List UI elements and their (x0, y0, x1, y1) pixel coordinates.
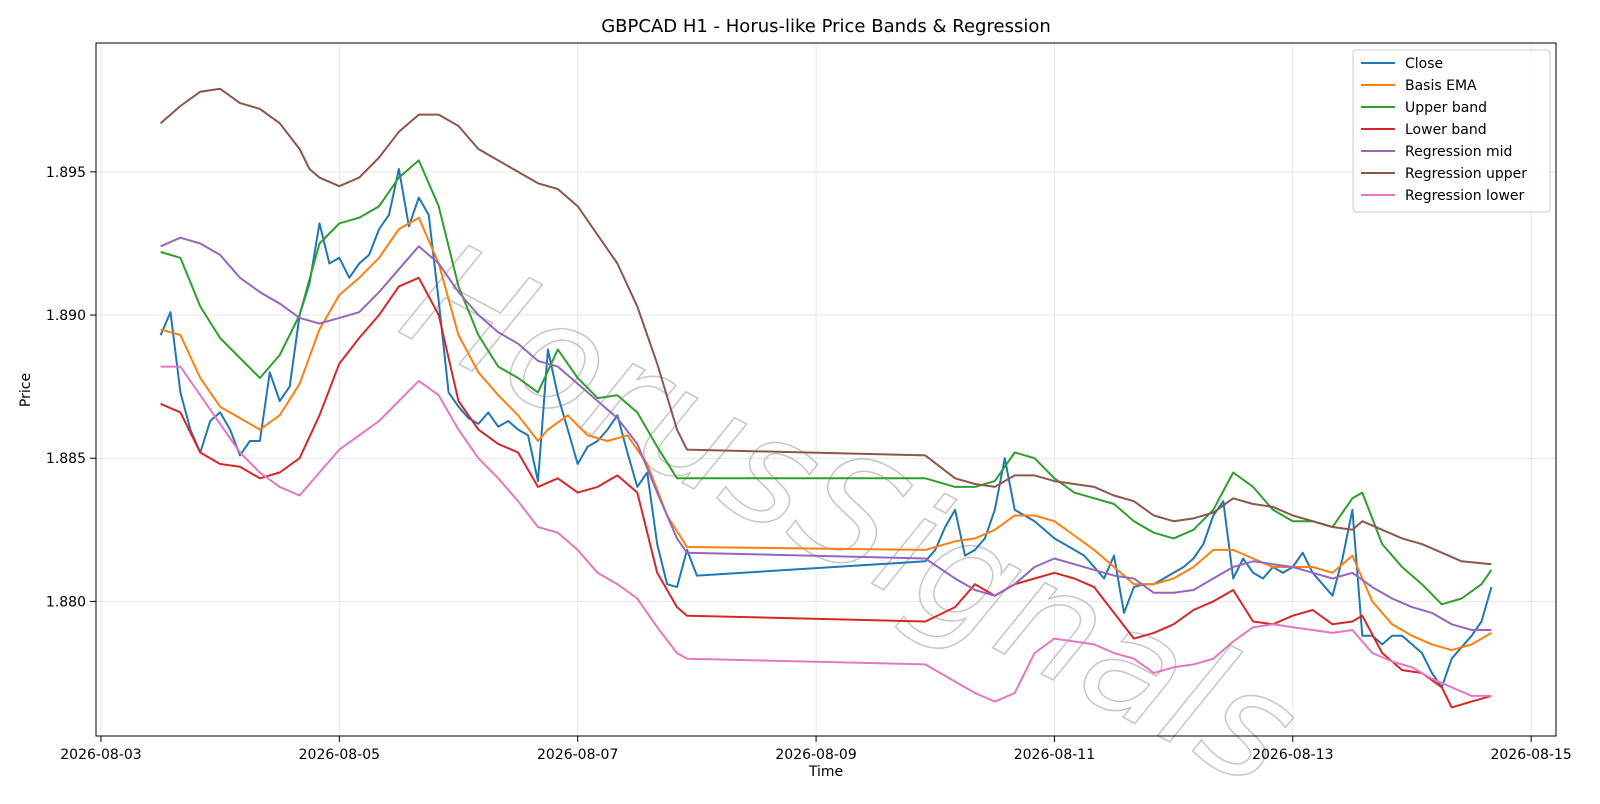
y-tick-label: 1.880 (46, 594, 86, 610)
x-axis-label: Time (808, 764, 843, 780)
legend-label-basis-ema: Basis EMA (1405, 78, 1477, 94)
x-tick-label: 2026-08-11 (1014, 747, 1095, 763)
x-axis-ticks: 2026-08-03 2026-08-05 2026-08-07 2026-08-09… (60, 736, 1572, 763)
chart-title: GBPCAD H1 - Horus-like Price Bands & Reg… (601, 16, 1051, 37)
grid-lines (96, 43, 1556, 736)
series-line-regression-mid (160, 236, 1492, 631)
legend-label-regression-upper: Regression upper (1405, 166, 1527, 182)
series-line-lower-band (160, 276, 1492, 709)
series-line-regression-upper (159, 87, 1492, 566)
series-line-basis-ema (160, 216, 1492, 652)
y-axis-label: Price (18, 373, 34, 407)
legend-label-regression-mid: Regression mid (1405, 144, 1512, 160)
legend-label-lower-band: Lower band (1405, 122, 1487, 138)
series-line-close (159, 168, 1493, 689)
legend-label-regression-lower: Regression lower (1405, 188, 1525, 204)
legend-frame (1352, 49, 1551, 213)
y-tick-label: 1.890 (46, 308, 86, 324)
legend: Close Basis EMA Upper band Lower band Regres… (1352, 49, 1551, 213)
y-tick-label: 1.895 (46, 165, 86, 181)
x-tick-label: 2026-08-13 (1252, 747, 1333, 763)
legend-label-upper-band: Upper band (1405, 100, 1487, 116)
series-lines (159, 87, 1493, 709)
y-axis-ticks: 1.880 1.885 1.890 1.895 (46, 165, 96, 610)
x-tick-label: 2026-08-07 (537, 747, 618, 763)
plot-area-frame (95, 42, 1557, 737)
x-tick-label: 2026-08-09 (775, 747, 856, 763)
series-line-regression-lower (160, 365, 1492, 703)
y-tick-label: 1.885 (46, 451, 86, 467)
x-tick-label: 2026-08-03 (60, 747, 141, 763)
x-tick-label: 2026-08-15 (1490, 747, 1571, 763)
legend-label-close: Close (1405, 56, 1443, 72)
x-tick-label: 2026-08-05 (299, 747, 380, 763)
